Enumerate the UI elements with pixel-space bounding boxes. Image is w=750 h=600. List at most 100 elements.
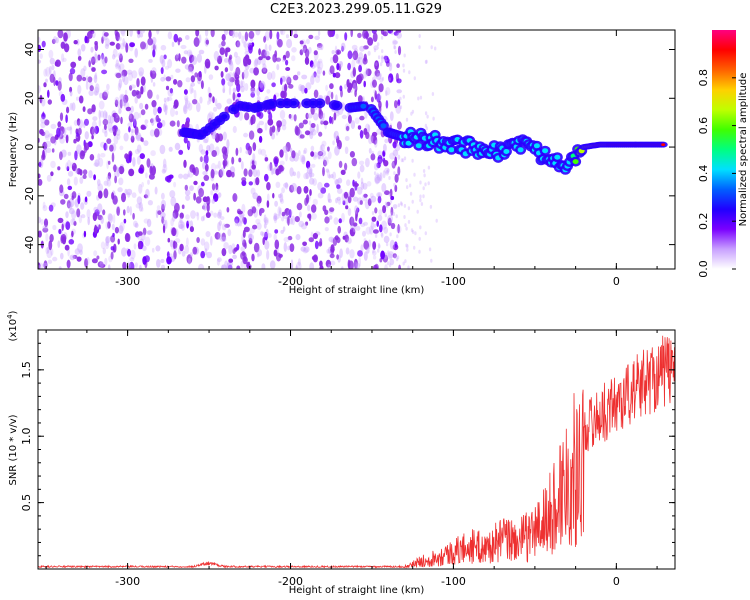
noise-blob (187, 66, 193, 73)
noise-blob (374, 176, 381, 184)
noise-blob (78, 95, 84, 104)
noise-blob (205, 231, 211, 238)
noise-blob (130, 135, 135, 143)
noise-blob (221, 146, 228, 155)
signal-core (415, 143, 422, 149)
noise-blob (399, 105, 403, 110)
noise-blob (76, 132, 79, 137)
noise-blob (130, 105, 134, 113)
noise-blob (41, 97, 46, 107)
noise-blob (105, 143, 109, 151)
noise-blob (389, 232, 392, 237)
noise-blob (38, 161, 42, 168)
noise-blob (396, 121, 402, 130)
noise-blob (262, 63, 267, 73)
noise-blob (139, 102, 144, 110)
noise-blob (212, 106, 218, 112)
noise-blob (118, 177, 124, 186)
noise-blob (267, 118, 274, 126)
noise-blob (148, 173, 155, 180)
noise-blob (327, 151, 332, 160)
noise-blob (422, 169, 426, 173)
noise-blob (91, 56, 96, 65)
noise-blob (318, 131, 323, 137)
noise-blob (259, 83, 264, 88)
noise-blob (241, 35, 245, 44)
signal-core (542, 148, 549, 154)
noise-blob (168, 174, 174, 179)
noise-blob (282, 145, 288, 153)
noise-blob (179, 212, 184, 219)
noise-blob (96, 255, 100, 260)
noise-blob (75, 167, 79, 174)
noise-blob (140, 41, 146, 50)
noise-blob (417, 96, 420, 101)
noise-blob (157, 210, 162, 216)
noise-blob (374, 207, 378, 214)
noise-blob (354, 89, 357, 97)
noise-blob (223, 242, 229, 250)
noise-blob (47, 99, 52, 105)
noise-blob (252, 224, 258, 230)
noise-blob (393, 45, 397, 50)
noise-blob (59, 137, 65, 144)
noise-blob (357, 125, 362, 130)
noise-blob (258, 56, 263, 61)
noise-blob (347, 208, 352, 216)
noise-blob (354, 117, 360, 124)
noise-blob (357, 56, 361, 63)
noise-blob (402, 94, 405, 99)
noise-blob (359, 115, 365, 121)
noise-blob (84, 258, 89, 268)
noise-blob (174, 202, 180, 213)
noise-blob (184, 120, 190, 129)
noise-blob (311, 204, 317, 213)
noise-blob (407, 206, 411, 211)
noise-blob (305, 160, 311, 169)
noise-blob (128, 58, 134, 63)
noise-blob (278, 193, 282, 199)
noise-blob (102, 118, 109, 126)
noise-blob (167, 31, 173, 40)
noise-blob (213, 212, 218, 218)
noise-blob (401, 158, 405, 163)
noise-blob (139, 30, 145, 34)
noise-blob (394, 254, 397, 259)
noise-blob (372, 241, 377, 250)
noise-blob (136, 78, 140, 88)
noise-blob (200, 80, 204, 90)
noise-blob (396, 63, 400, 68)
noise-blob (360, 177, 364, 185)
noise-blob (234, 31, 239, 38)
noise-blob (164, 105, 168, 116)
noise-blob (176, 53, 180, 59)
noise-blob (298, 84, 303, 92)
noise-blob (137, 30, 141, 35)
noise-blob (410, 111, 413, 116)
noise-blob (329, 83, 334, 90)
noise-blob (365, 68, 372, 77)
noise-blob (118, 65, 121, 72)
noise-blob (287, 235, 293, 241)
noise-blob (183, 159, 187, 168)
noise-blob (253, 168, 258, 178)
noise-blob (128, 72, 133, 82)
noise-blob (63, 43, 70, 53)
noise-blob (377, 214, 383, 222)
noise-blob (131, 128, 134, 133)
noise-blob (345, 125, 350, 132)
noise-blob (93, 174, 96, 181)
noise-blob (239, 214, 245, 224)
noise-blob (103, 142, 108, 151)
noise-blob (127, 122, 133, 128)
noise-blob (370, 153, 376, 161)
noise-blob (127, 192, 131, 198)
noise-blob (112, 214, 116, 224)
noise-blob (327, 198, 332, 203)
noise-blob (115, 72, 122, 79)
noise-blob (355, 262, 361, 269)
noise-blob (107, 213, 113, 221)
noise-blob (303, 149, 306, 155)
noise-blob (72, 254, 78, 259)
noise-blob (291, 215, 296, 226)
